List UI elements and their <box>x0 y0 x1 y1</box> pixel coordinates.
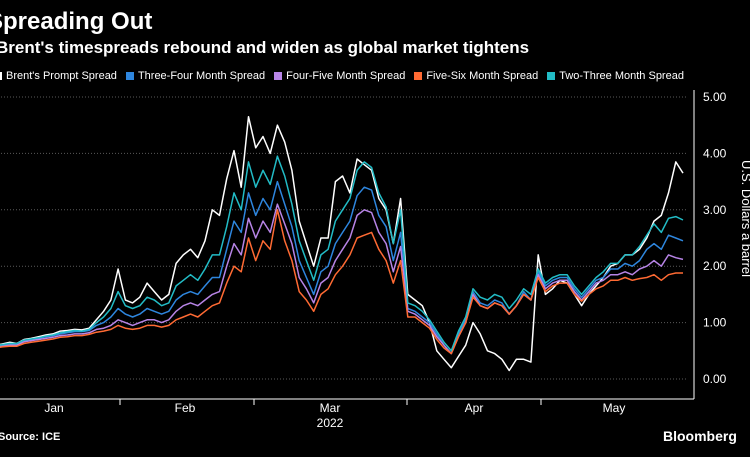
y-axis-label: U.S. Dollars a barrel <box>739 160 750 277</box>
legend-swatch <box>547 72 556 80</box>
y-tick-label: 2.00 <box>703 259 727 273</box>
legend-label: Brent's Prompt Spread <box>6 70 117 82</box>
series-line-0 <box>0 115 684 372</box>
series-line-3 <box>0 209 683 355</box>
legend-swatch <box>414 72 423 80</box>
chart-title: Spreading Out <box>0 8 153 35</box>
series-line-1 <box>0 180 684 355</box>
x-axis-year-label: 2022 <box>317 416 344 430</box>
legend-item: Brent's Prompt Spread <box>0 70 117 82</box>
series-line-4 <box>0 155 684 352</box>
legend-item: Five-Six Month Spread <box>414 70 538 82</box>
x-tick-label: Feb <box>175 401 196 415</box>
legend-item: Four-Five Month Spread <box>274 70 405 82</box>
legend-label: Five-Six Month Spread <box>426 70 539 82</box>
chart-subtitle: Brent's timespreads rebound and widen as… <box>0 38 530 57</box>
y-tick-label: 0.00 <box>703 372 727 386</box>
series-line-2 <box>0 203 684 355</box>
x-tick-label: Jan <box>44 401 63 415</box>
legend-label: Three-Four Month Spread <box>137 70 266 82</box>
y-tick-label: 4.00 <box>703 146 727 160</box>
legend-label: Two-Three Month Spread <box>559 70 684 82</box>
chart-legend: Brent's Prompt Spread Three-Four Month Sp… <box>0 68 693 84</box>
legend-label: Four-Five Month Spread <box>286 70 406 82</box>
legend-swatch <box>0 72 2 80</box>
legend-item: Two-Three Month Spread <box>547 70 684 82</box>
bloomberg-logo: Bloomberg <box>663 428 737 444</box>
source-note: Source: ICE <box>0 431 61 443</box>
y-tick-label: 3.00 <box>703 203 727 217</box>
x-tick-label: Apr <box>465 401 484 415</box>
y-tick-label: 1.00 <box>703 316 727 330</box>
x-tick-label: May <box>603 401 626 415</box>
legend-swatch <box>274 72 283 80</box>
x-tick-label: Mar <box>320 401 341 415</box>
y-tick-label: 5.00 <box>703 90 727 104</box>
legend-item: Three-Four Month Spread <box>125 70 266 82</box>
legend-swatch <box>125 72 134 80</box>
